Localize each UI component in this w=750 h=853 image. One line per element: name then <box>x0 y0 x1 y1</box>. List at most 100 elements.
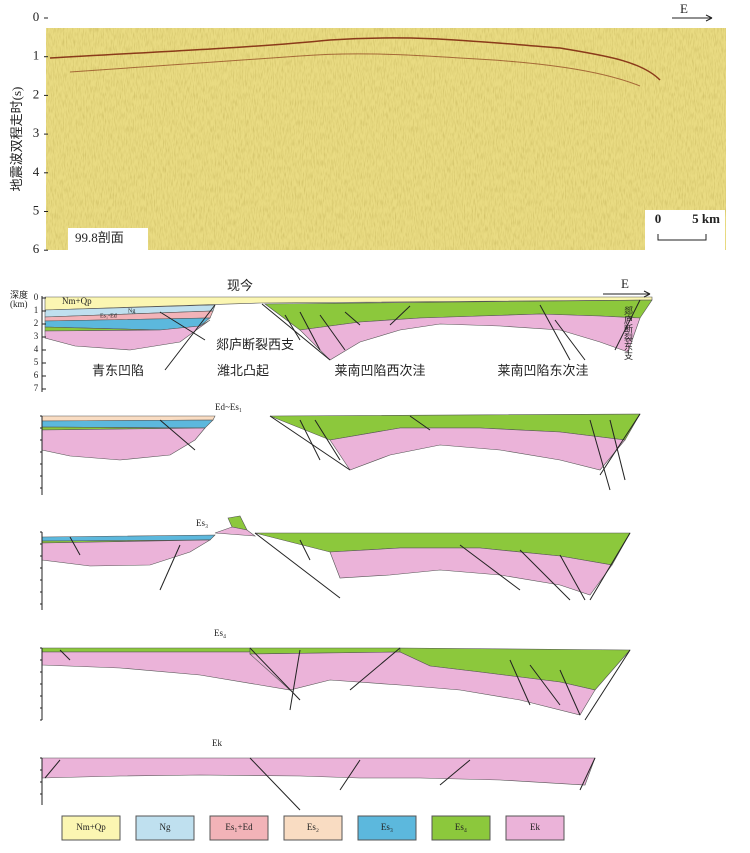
legend-swatch <box>431 815 491 841</box>
fault <box>459 544 521 591</box>
strata-6 <box>44 319 211 351</box>
fault <box>609 419 626 481</box>
fault <box>254 532 341 599</box>
direction-arrow <box>672 14 713 22</box>
legend-label: Es₃ <box>381 822 393 832</box>
scale-start: 0 <box>655 211 662 226</box>
fault-label: 郯庐断裂西支 <box>216 337 294 352</box>
fault <box>159 311 206 341</box>
strata-6 <box>41 757 596 786</box>
strata-6 <box>329 547 613 596</box>
y-tick-label: 4 <box>33 164 40 179</box>
section-title: Ek <box>212 738 222 748</box>
fault <box>159 544 181 591</box>
strata-6 <box>214 526 257 537</box>
depth-tick-label: 4 <box>34 344 39 354</box>
depth-label: 深度 <box>10 289 28 300</box>
fault <box>589 532 631 601</box>
fault <box>59 649 71 661</box>
y-tick-label: 1 <box>33 48 40 63</box>
y-tick-label: 2 <box>33 86 40 101</box>
legend-label: Ek <box>530 822 540 832</box>
fault <box>554 319 586 361</box>
reflector <box>49 37 661 81</box>
fault <box>159 419 196 451</box>
fault <box>529 664 561 706</box>
strata-5 <box>41 647 251 653</box>
layer-label: Nm+Qp <box>62 296 92 306</box>
seismic-texture <box>46 28 726 250</box>
legend-swatch <box>209 815 269 841</box>
reflector <box>69 53 641 87</box>
unit-label: 潍北凸起 <box>217 363 269 378</box>
fault <box>349 647 401 691</box>
fault <box>589 419 611 491</box>
unit-label: 青东凹陷 <box>92 363 144 378</box>
label-box <box>68 228 148 250</box>
fault <box>319 314 346 351</box>
fault <box>614 299 641 351</box>
scale-end: 5 km <box>692 211 720 226</box>
legend-label: Es₂ <box>307 822 319 832</box>
legend-label: Nm+Qp <box>76 822 106 832</box>
axis-label: 地震波双程走时(s) <box>9 87 24 192</box>
legend-label: Es₁+Ed <box>225 822 253 832</box>
fault <box>559 669 581 716</box>
fault <box>439 759 471 786</box>
y-tick-label: 6 <box>33 241 40 256</box>
direction-arrow <box>603 290 651 298</box>
fault <box>261 303 331 361</box>
strata-6 <box>299 313 641 361</box>
legend-swatch <box>357 815 417 841</box>
fault <box>289 649 301 711</box>
layer-label: Ng <box>128 308 135 314</box>
fault <box>339 759 361 791</box>
fault <box>539 304 571 361</box>
legend-swatch <box>283 815 343 841</box>
strata-6 <box>329 427 626 471</box>
fault <box>559 554 586 601</box>
fault <box>579 757 596 791</box>
fault <box>344 311 361 326</box>
section-title: Es₃ <box>196 518 208 528</box>
depth-tick-label: 0 <box>34 292 39 302</box>
direction: E <box>621 276 629 291</box>
fault <box>509 659 531 706</box>
fault <box>314 419 341 461</box>
depth-tick-label: 6 <box>34 370 39 380</box>
layer-label: Es₁-Ed <box>100 313 117 319</box>
scale-bar <box>657 234 707 241</box>
depth-tick-label: 3 <box>34 331 39 341</box>
y-tick-label: 0 <box>33 9 40 24</box>
fault <box>269 415 351 471</box>
fault <box>44 759 61 779</box>
fault <box>299 419 321 461</box>
strata-6 <box>41 651 291 691</box>
legend-label: Ng <box>160 822 171 832</box>
legend-swatch <box>61 815 121 841</box>
strata-6 <box>41 427 206 461</box>
strata-6 <box>41 539 212 567</box>
fault <box>389 305 411 326</box>
strata-4 <box>41 419 214 429</box>
depth-tick-label: 5 <box>34 357 39 367</box>
fault <box>249 757 301 811</box>
fault <box>519 549 571 601</box>
depth-tick-label: 1 <box>34 305 39 315</box>
depth-tick-label: 7 <box>34 383 39 393</box>
legend-swatch <box>505 815 565 841</box>
fault <box>599 413 641 476</box>
legend-swatch <box>135 815 195 841</box>
unit-label: 莱南凹陷东次洼 <box>497 363 588 378</box>
unit-label: 莱南凹陷西次洼 <box>334 363 425 378</box>
legend-label: Es₄ <box>455 822 467 832</box>
y-tick-label: 5 <box>33 202 40 217</box>
scale-box <box>645 210 725 250</box>
fault <box>299 311 321 351</box>
fault <box>299 539 311 561</box>
depth-label: (km) <box>10 299 28 309</box>
fault-label: 郯庐断裂东支 <box>623 305 633 361</box>
section-title: Es₄ <box>214 628 226 638</box>
fault <box>409 415 431 431</box>
